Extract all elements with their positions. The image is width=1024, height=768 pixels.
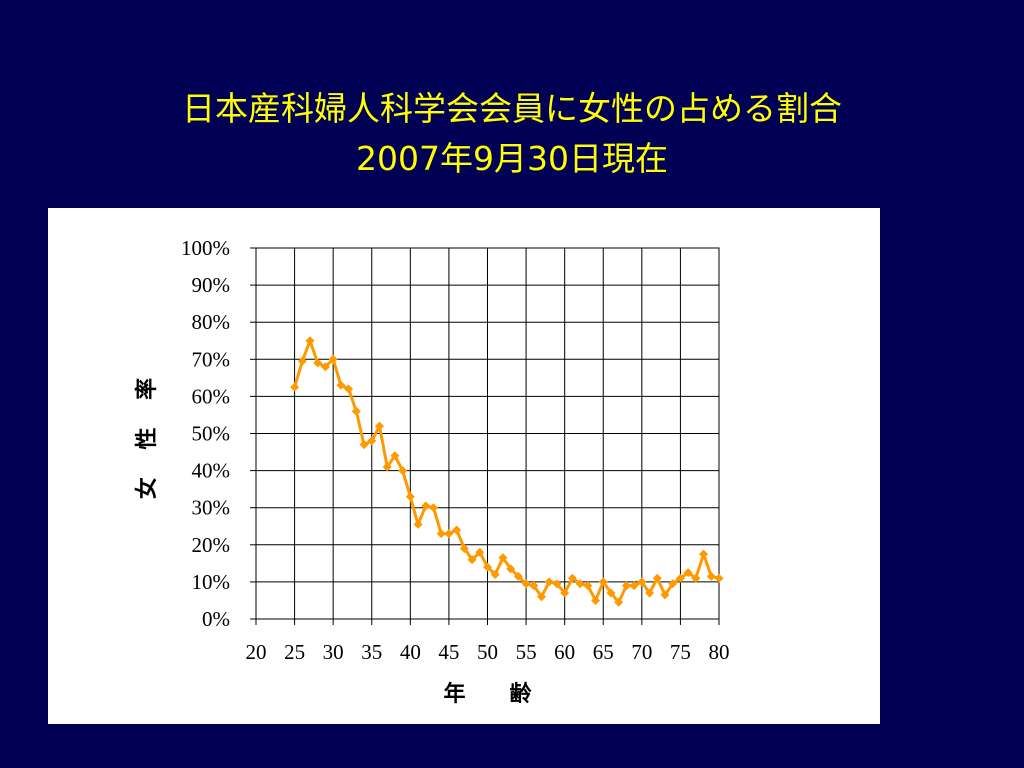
tick-labels: 0% 10% 20% 30% 40% 50% 60% 70% 80% 90% 100% 20 25 30 3… [181, 236, 730, 664]
data-point [344, 384, 354, 394]
data-point [521, 579, 531, 589]
data-point [436, 529, 446, 539]
title-line-1: 日本産科婦人科学会会員に女性の占める割合 [182, 89, 842, 128]
data-point [652, 573, 662, 583]
data-point [390, 451, 400, 461]
x-tick-label: 30 [323, 640, 344, 664]
y-tick-label: 30% [192, 496, 231, 520]
data-point [506, 564, 516, 574]
data-point [374, 421, 384, 431]
data-point [367, 436, 377, 446]
data-point [459, 544, 469, 554]
data-point [398, 466, 408, 476]
y-tick-label: 100% [181, 236, 230, 260]
data-point [575, 579, 585, 589]
data-point [467, 555, 477, 565]
data-point [637, 577, 647, 587]
data-point [320, 362, 330, 372]
data-point [691, 573, 701, 583]
data-point [606, 588, 616, 598]
data-point [660, 590, 670, 600]
y-tick-label: 60% [192, 384, 231, 408]
y-tick-label: 50% [192, 422, 231, 446]
x-axis-title: 年 齢 [443, 681, 532, 707]
x-tick-label: 25 [284, 640, 305, 664]
data-point [483, 562, 492, 572]
data-point [359, 440, 369, 450]
data-point [336, 380, 346, 390]
data-point [498, 553, 508, 563]
y-axis-title: 女 性 率 [134, 368, 160, 499]
x-tick-label: 35 [361, 640, 382, 664]
data-point [444, 529, 454, 539]
y-tick-label: 80% [192, 310, 231, 334]
data-point [645, 588, 655, 598]
data-point [405, 492, 415, 502]
data-point [598, 577, 608, 587]
data-point [413, 519, 423, 529]
data-point [706, 571, 716, 581]
data-point [452, 525, 462, 535]
axes [250, 247, 720, 625]
data-point [560, 588, 570, 598]
data-point [552, 579, 562, 589]
y-tick-label: 0% [202, 607, 230, 631]
y-tick-label: 90% [192, 273, 231, 297]
series-line [293, 339, 720, 604]
x-tick-label: 75 [670, 640, 691, 664]
x-tick-label: 60 [554, 640, 575, 664]
data-point [513, 571, 523, 581]
data-point [583, 581, 593, 591]
data-point [567, 573, 577, 583]
slide-title: 日本産科婦人科学会会員に女性の占める割合 2007年9月30日現在 [0, 84, 1024, 184]
x-tick-label: 45 [438, 640, 459, 664]
data-point [544, 577, 554, 587]
data-point [305, 336, 315, 346]
y-tick-label: 40% [192, 459, 231, 483]
y-tick-label: 10% [192, 570, 231, 594]
data-point [475, 547, 485, 557]
x-tick-label: 80 [709, 640, 730, 664]
data-point [699, 549, 709, 559]
chart-panel: 0% 10% 20% 30% 40% 50% 60% 70% 80% 90% 100% 20 25 30 3… [48, 208, 880, 724]
x-tick-label: 70 [631, 640, 652, 664]
data-point [529, 581, 539, 591]
data-point [621, 581, 631, 591]
data-point [421, 501, 431, 511]
x-tick-label: 65 [593, 640, 614, 664]
data-point [490, 569, 500, 579]
data-point [297, 356, 307, 366]
x-tick-label: 20 [246, 640, 267, 664]
title-line-2: 2007年9月30日現在 [356, 139, 668, 178]
data-point [428, 503, 438, 513]
plot-frame [255, 247, 720, 620]
line-chart: 0% 10% 20% 30% 40% 50% 60% 70% 80% 90% 100% 20 25 30 3… [134, 236, 730, 707]
data-point [668, 579, 678, 589]
data-point [675, 573, 685, 583]
data-point [328, 354, 338, 364]
data-point [629, 581, 639, 591]
x-tick-label: 55 [516, 640, 537, 664]
x-tick-label: 40 [400, 640, 421, 664]
data-point [382, 462, 392, 472]
y-tick-label: 70% [192, 347, 231, 371]
data-point [683, 568, 693, 578]
data-point [290, 382, 300, 392]
x-tick-label: 50 [477, 640, 498, 664]
data-point [313, 358, 323, 368]
data-point [591, 595, 601, 605]
y-tick-label: 20% [192, 533, 231, 557]
data-point [351, 406, 361, 416]
data-point [537, 592, 547, 602]
data-point [714, 573, 724, 583]
series-layer [290, 336, 724, 607]
data-point [614, 597, 624, 607]
